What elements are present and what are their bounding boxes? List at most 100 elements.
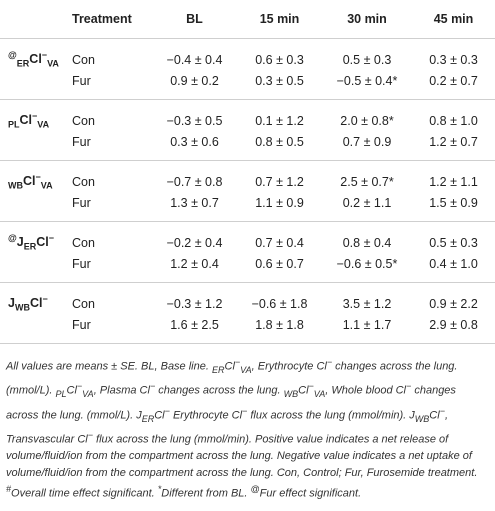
treatment-cell: Con bbox=[72, 174, 95, 189]
header-cell: 30 min bbox=[347, 12, 387, 26]
row-group: JWBCl− Con −0.3 ± 1.2 −0.6 ± 1.8 3.5 ± 1.2 0.… bbox=[0, 282, 495, 344]
text-segment: flux across the lung (mmol/min). Positiv… bbox=[6, 433, 478, 479]
text-segment: Cl bbox=[224, 360, 235, 373]
value-cell: 1.5 ± 0.9 bbox=[429, 195, 478, 210]
value-cell: 0.6 ± 0.7 bbox=[255, 256, 304, 271]
value-cell: −0.4 ± 0.4 bbox=[166, 52, 223, 67]
text-segment: − bbox=[48, 233, 55, 244]
value-cell: 0.5 ± 0.3 bbox=[429, 235, 478, 250]
value-cell: 1.8 ± 1.8 bbox=[255, 317, 304, 332]
row-group: @JERCl− Con −0.2 ± 0.4 0.7 ± 0.4 0.8 ± 0.4 0.… bbox=[0, 221, 495, 283]
text-segment: J bbox=[8, 296, 15, 311]
value-cell: −0.5 ± 0.4* bbox=[336, 73, 398, 88]
header-cell: 45 min bbox=[433, 12, 474, 26]
value-cell: 1.1 ± 1.7 bbox=[342, 317, 392, 332]
header-cell bbox=[0, 0, 72, 39]
value-cell: 1.2 ± 0.7 bbox=[429, 134, 478, 149]
text-segment: Erythrocyte Cl bbox=[169, 409, 243, 422]
table-row: Fur 1.2 ± 0.4 0.6 ± 0.7 −0.6 ± 0.5* 0.4 ± 1.… bbox=[0, 253, 495, 283]
text-segment: Cl bbox=[66, 385, 77, 397]
text-segment: PL bbox=[8, 119, 20, 130]
table-row: @ERCl−VA Con −0.4 ± 0.4 0.6 ± 0.3 0.5 ± 0.3 0… bbox=[0, 39, 495, 71]
value-cell: 3.5 ± 1.2 bbox=[342, 296, 392, 311]
text-segment: , Plasma Cl bbox=[93, 385, 150, 397]
text-segment: − bbox=[149, 381, 156, 392]
text-segment: Cl bbox=[19, 113, 33, 128]
table-row: Fur 0.3 ± 0.6 0.8 ± 0.5 0.7 ± 0.9 1.2 ± 0.7 bbox=[0, 131, 495, 161]
text-segment: @ bbox=[250, 484, 260, 495]
value-cell: 0.9 ± 0.2 bbox=[170, 73, 219, 88]
text-segment: Cl bbox=[298, 385, 309, 397]
text-segment: WB bbox=[283, 389, 299, 400]
value-cell: 1.2 ± 1.1 bbox=[429, 174, 478, 189]
header-cell: 15 min bbox=[259, 12, 300, 26]
text-segment: Cl bbox=[23, 174, 36, 189]
value-cell: 0.7 ± 1.2 bbox=[255, 174, 304, 189]
value-cell: 2.9 ± 0.8 bbox=[429, 317, 478, 332]
row-label: @ERCl−VA bbox=[0, 39, 72, 71]
treatment-cell: Con bbox=[72, 52, 95, 67]
value-cell: 0.4 ± 1.0 bbox=[429, 256, 478, 271]
text-segment: − bbox=[87, 430, 93, 441]
text-segment: VA bbox=[40, 180, 53, 191]
row-group: @ERCl−VA Con −0.4 ± 0.4 0.6 ± 0.3 0.5 ± 0.3 0… bbox=[0, 38, 495, 100]
header-cell: Treatment bbox=[72, 12, 132, 26]
row-label bbox=[0, 253, 72, 283]
value-cell: −0.6 ± 0.5* bbox=[336, 256, 398, 271]
value-cell: 0.6 ± 0.3 bbox=[255, 52, 304, 67]
table-row: Fur 1.3 ± 0.7 1.1 ± 0.9 0.2 ± 1.1 1.5 ± 0.9 bbox=[0, 192, 495, 222]
header-cell: BL bbox=[186, 12, 203, 26]
row-group: WBCl−VA Con −0.7 ± 0.8 0.7 ± 1.2 2.5 ± 0.7* 1… bbox=[0, 160, 495, 222]
treatment-cell: Fur bbox=[72, 195, 91, 210]
text-segment: ER bbox=[211, 364, 225, 375]
table-row: Fur 0.9 ± 0.2 0.3 ± 0.5 −0.5 ± 0.4* 0.2 ± 0.… bbox=[0, 70, 495, 100]
text-segment: − bbox=[242, 405, 248, 416]
text-segment: WB bbox=[8, 180, 23, 191]
text-segment: WB bbox=[14, 302, 30, 313]
value-cell: 0.3 ± 0.6 bbox=[170, 134, 219, 149]
row-label bbox=[0, 131, 72, 161]
table-row: PLCl−VA Con −0.3 ± 0.5 0.1 ± 1.2 2.0 ± 0.8* 0… bbox=[0, 100, 495, 132]
text-segment: changes across the lung. (mmol/L). bbox=[6, 360, 458, 397]
value-cell: 1.6 ± 2.5 bbox=[170, 317, 219, 332]
text-segment: , Transvascular Cl bbox=[6, 409, 449, 446]
value-cell: 0.3 ± 0.3 bbox=[429, 52, 478, 67]
value-cell: −0.3 ± 1.2 bbox=[166, 296, 223, 311]
value-cell: 0.7 ± 0.9 bbox=[342, 134, 392, 149]
value-cell: 2.5 ± 0.7* bbox=[340, 174, 394, 189]
text-segment: − bbox=[76, 381, 83, 392]
value-cell: −0.7 ± 0.8 bbox=[166, 174, 223, 189]
text-segment: Fur effect significant. bbox=[259, 487, 362, 500]
text-segment: changes across the lung. (mmol/L). J bbox=[6, 385, 456, 422]
value-cell: 0.8 ± 0.5 bbox=[255, 134, 304, 149]
text-segment: − bbox=[234, 357, 241, 367]
treatment-cell: Fur bbox=[72, 256, 91, 271]
value-cell: 0.8 ± 1.0 bbox=[429, 113, 478, 128]
table-row: Fur 1.6 ± 2.5 1.8 ± 1.8 1.1 ± 1.7 2.9 ± 0.8 bbox=[0, 314, 495, 343]
value-cell: −0.6 ± 1.8 bbox=[251, 296, 308, 311]
text-segment: J bbox=[16, 235, 24, 250]
row-label: JWBCl− bbox=[0, 283, 72, 315]
text-segment: Overall time effect significant. bbox=[11, 487, 158, 500]
text-segment: @ bbox=[8, 233, 17, 244]
table-row: JWBCl− Con −0.3 ± 1.2 −0.6 ± 1.8 3.5 ± 1.2 0.… bbox=[0, 283, 495, 315]
text-segment: − bbox=[41, 50, 48, 61]
text-segment: VA bbox=[240, 364, 252, 375]
text-segment: , Erythrocyte Cl bbox=[251, 360, 327, 373]
row-group: PLCl−VA Con −0.3 ± 0.5 0.1 ± 1.2 2.0 ± 0.8* 0… bbox=[0, 99, 495, 161]
text-segment: − bbox=[326, 357, 333, 367]
text-segment: Different from BL. bbox=[161, 487, 251, 500]
row-label bbox=[0, 192, 72, 222]
text-segment: Cl bbox=[154, 409, 165, 422]
data-table: Treatment BL 15 min 30 min 45 min @ERCl−VA Co… bbox=[0, 0, 495, 344]
text-segment: Cl bbox=[36, 235, 49, 250]
treatment-cell: Con bbox=[72, 296, 95, 311]
text-segment: Cl bbox=[29, 296, 43, 311]
text-segment: changes across the lung. bbox=[155, 385, 284, 397]
value-cell: 1.2 ± 0.4 bbox=[170, 256, 219, 271]
value-cell: 0.5 ± 0.3 bbox=[342, 52, 392, 67]
text-segment: VA bbox=[313, 389, 326, 400]
text-segment: − bbox=[32, 111, 38, 122]
header-row: Treatment BL 15 min 30 min 45 min bbox=[0, 0, 495, 39]
